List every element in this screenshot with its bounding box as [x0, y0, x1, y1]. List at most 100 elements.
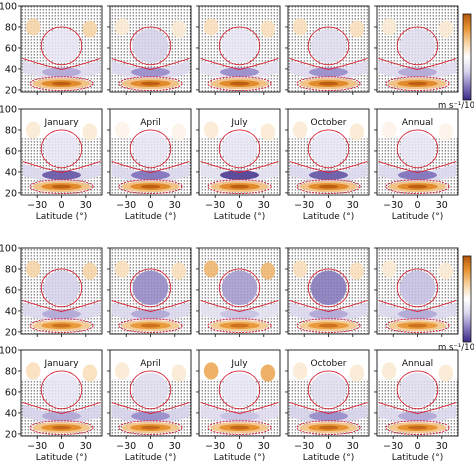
y-tick-label: 100 — [0, 244, 17, 255]
purple-lobe — [111, 404, 190, 423]
y-tick-label: 40 — [5, 306, 17, 317]
x-tick-label: 0 — [414, 441, 420, 452]
upper-orange-left — [203, 121, 219, 139]
purple-core — [398, 67, 437, 77]
upper-orange-left — [203, 260, 219, 278]
orange-jet-core — [140, 323, 161, 328]
colorbar — [462, 13, 472, 101]
upper-orange-left — [203, 362, 219, 380]
x-tick-label: −30 — [116, 200, 136, 211]
x-axis-label: Latitude (°) — [392, 212, 443, 222]
upper-orange-right — [438, 20, 454, 38]
orange-jet-core — [318, 425, 339, 430]
purple-column — [132, 28, 169, 64]
panel-title: Annual — [402, 359, 433, 369]
contour-upper — [111, 401, 190, 414]
x-axis-label: Latitude (°) — [392, 453, 443, 463]
panel-october — [288, 350, 369, 436]
panel-ticks: 20 40 60 80 100 — [0, 2, 87, 96]
purple-core — [42, 67, 81, 77]
panel-october — [288, 248, 369, 334]
panel-ticks — [107, 247, 176, 337]
purple-lobe — [289, 60, 368, 79]
purple-column — [132, 270, 169, 306]
purple-lobe — [111, 163, 190, 182]
purple-core — [398, 309, 437, 319]
panel-ticks — [285, 5, 354, 95]
x-axis-label: Latitude (°) — [125, 453, 176, 463]
panel-january — [21, 109, 102, 195]
contour-column — [396, 26, 439, 66]
x-tick-label: −30 — [294, 441, 314, 452]
upper-orange-left — [25, 362, 41, 380]
purple-column — [310, 270, 347, 306]
y-tick-label: 80 — [5, 125, 17, 136]
contour-jet — [385, 420, 450, 435]
orange-jet-core — [51, 323, 72, 328]
x-tick-label: 0 — [147, 200, 153, 211]
purple-core — [309, 170, 348, 180]
x-tick-label: 0 — [236, 441, 242, 452]
purple-column — [399, 372, 436, 408]
contour-upper — [378, 160, 457, 173]
y-tick-label: 100 — [0, 2, 17, 13]
purple-lobe — [289, 302, 368, 321]
upper-orange-right — [171, 20, 187, 38]
x-tick-label: 30 — [436, 200, 448, 211]
upper-orange-left — [25, 260, 41, 278]
contour-column — [218, 26, 261, 66]
panel-july — [199, 350, 280, 436]
purple-core — [220, 67, 259, 77]
purple-lobe — [111, 302, 190, 321]
contour-upper — [22, 160, 101, 173]
contour-upper — [289, 299, 368, 312]
contour-upper — [22, 299, 101, 312]
panel-april — [110, 109, 191, 195]
purple-column — [221, 131, 258, 167]
contour-column — [129, 268, 172, 308]
orange-jet-core — [229, 81, 250, 86]
purple-column — [399, 131, 436, 167]
orange-jet-core — [407, 323, 428, 328]
y-tick-label: 100 — [0, 346, 17, 357]
x-tick-label: 30 — [80, 441, 92, 452]
contour-upper — [111, 57, 190, 70]
colorbar — [462, 255, 472, 343]
contour-upper — [289, 401, 368, 414]
panel-ticks: −30 0 30 20 40 60 80 100 — [0, 105, 92, 212]
contour-upper — [200, 160, 279, 173]
x-axis-label: Latitude (°) — [303, 453, 354, 463]
panel-annual — [377, 109, 458, 195]
upper-orange-right — [438, 123, 454, 141]
x-tick-label: 30 — [347, 200, 359, 211]
upper-orange-left — [292, 362, 308, 380]
purple-column — [221, 28, 258, 64]
panel-ticks — [196, 5, 265, 95]
upper-orange-left — [292, 18, 308, 36]
purple-column — [132, 131, 169, 167]
panel-july — [199, 6, 280, 92]
purple-lobe — [378, 60, 457, 79]
purple-lobe — [289, 404, 368, 423]
purple-lobe — [22, 163, 101, 182]
contour-jet — [29, 318, 94, 333]
panel-october — [288, 6, 369, 92]
x-tick-label: −30 — [205, 441, 225, 452]
x-tick-label: −30 — [383, 441, 403, 452]
contour-upper — [22, 57, 101, 70]
upper-orange-right — [82, 123, 98, 141]
panel-april — [110, 350, 191, 436]
purple-lobe — [378, 163, 457, 182]
x-tick-label: 0 — [147, 441, 153, 452]
x-tick-label: 0 — [58, 441, 64, 452]
contour-jet — [207, 318, 272, 333]
orange-jet-core — [140, 425, 161, 430]
purple-lobe — [22, 404, 101, 423]
x-axis-label: Latitude (°) — [36, 453, 87, 463]
purple-column — [310, 28, 347, 64]
purple-core — [309, 411, 348, 421]
contour-jet — [385, 318, 450, 333]
panel-ticks: −30 0 30 — [285, 349, 359, 452]
upper-orange-left — [114, 18, 130, 36]
contour-upper — [378, 57, 457, 70]
